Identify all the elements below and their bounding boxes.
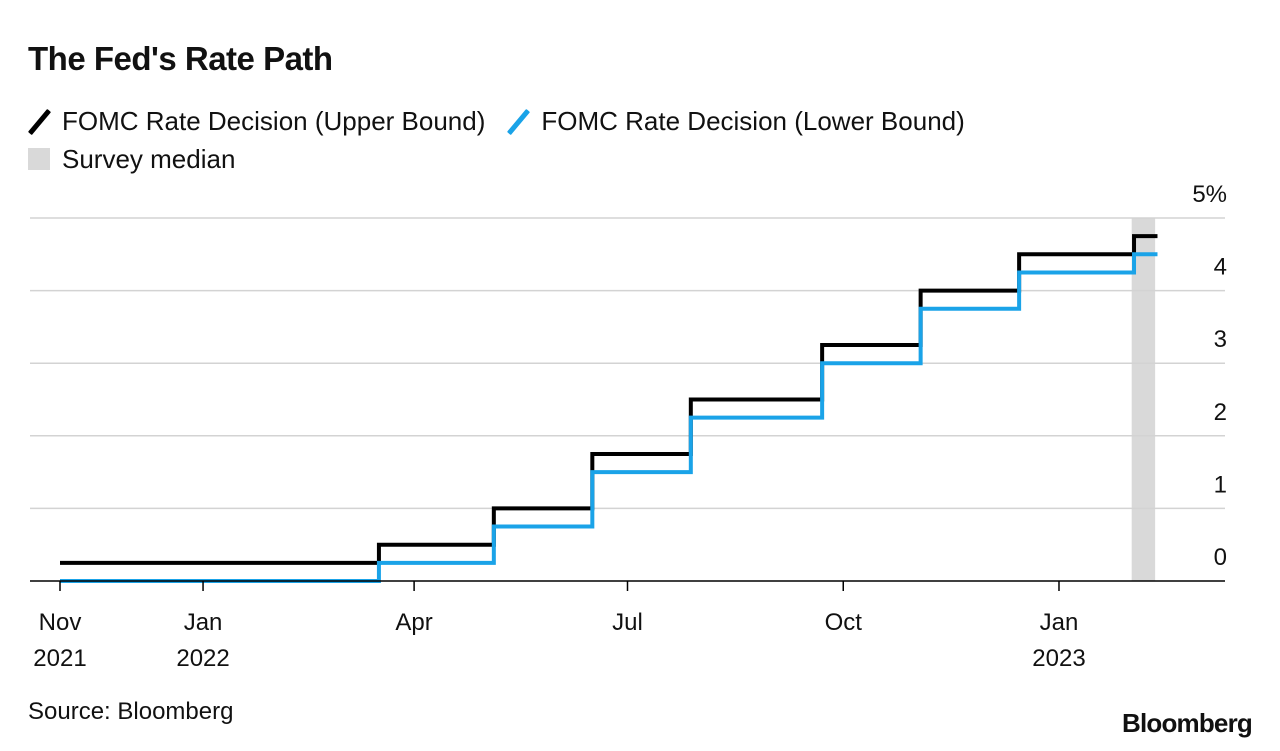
y-tick-label-4: 1	[1214, 471, 1227, 498]
x-tick-label-5: Jan	[1040, 609, 1079, 636]
y-tick-label-5: 0	[1214, 544, 1227, 571]
legend-item-survey-median: Survey median	[28, 144, 235, 175]
legend-row-lines: FOMC Rate Decision (Upper Bound) FOMC Ra…	[28, 102, 987, 140]
x-tick-year-1: 2022	[176, 645, 229, 672]
legend-row-box: Survey median	[28, 140, 987, 178]
legend-item-lower-bound: FOMC Rate Decision (Lower Bound)	[507, 106, 964, 137]
y-tick-label-0: 5%	[1192, 181, 1227, 208]
chart-title: The Fed's Rate Path	[28, 40, 333, 77]
y-tick-label-3: 2	[1214, 399, 1227, 426]
source-note: Source: Bloomberg	[28, 698, 234, 725]
x-tick-year-5: 2023	[1032, 645, 1085, 672]
series-line-lower-bound	[60, 252, 1158, 583]
legend-label-upper-bound: FOMC Rate Decision (Upper Bound)	[62, 105, 486, 136]
survey-median-band	[1131, 218, 1156, 581]
y-tick-label-2: 3	[1214, 326, 1227, 353]
x-tick-label-0: Nov	[39, 609, 82, 636]
legend-label-lower-bound: FOMC Rate Decision (Lower Bound)	[541, 105, 965, 136]
x-tick-label-2: Apr	[395, 609, 432, 636]
x-tick-label-1: Jan	[184, 609, 223, 636]
x-tick-year-0: 2021	[33, 645, 86, 672]
legend: FOMC Rate Decision (Upper Bound) FOMC Ra…	[28, 102, 987, 178]
x-tick-label-3: Jul	[612, 609, 643, 636]
legend-swatch-survey-median	[28, 148, 50, 170]
legend-label-survey-median: Survey median	[62, 143, 236, 174]
legend-item-upper-bound: FOMC Rate Decision (Upper Bound)	[28, 106, 485, 137]
y-tick-label-1: 4	[1214, 254, 1227, 281]
series-line-upper-bound	[60, 234, 1158, 565]
bloomberg-logo: Bloomberg	[1121, 708, 1253, 738]
x-tick-label-4: Oct	[825, 609, 863, 636]
